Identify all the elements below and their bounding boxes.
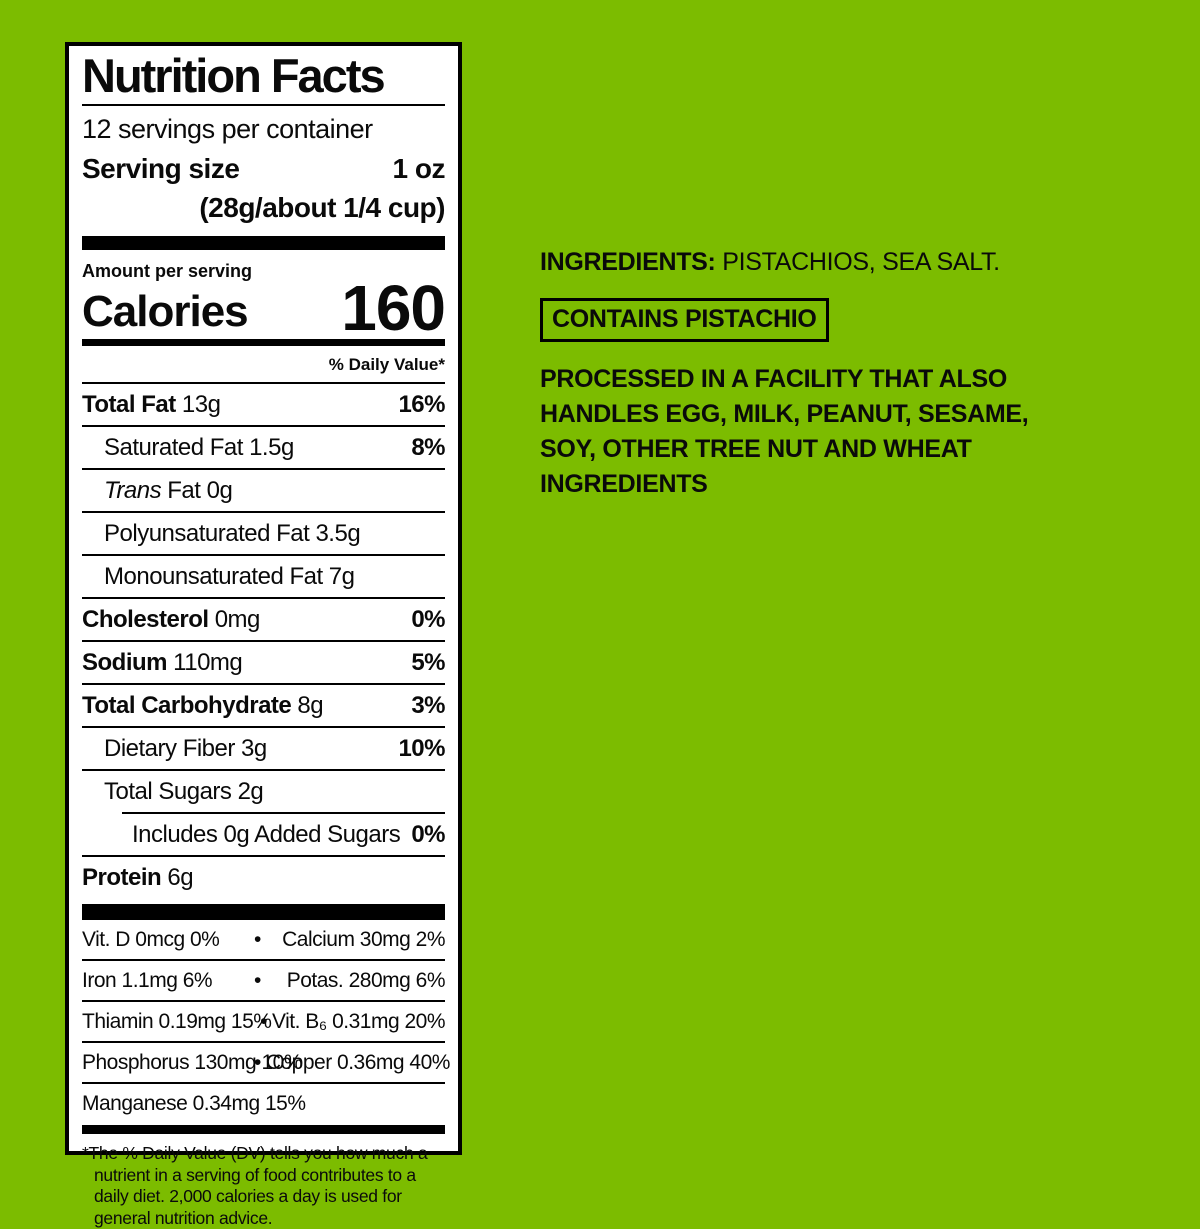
vitamin-row-phosphorus-copper: Phosphorus 130mg 10% • Copper 0.36mg 40% bbox=[82, 1043, 450, 1085]
medium-divider-footnote bbox=[82, 1125, 445, 1135]
vitamin-row-iron-potassium: Iron 1.1mg 6% • Potas. 280mg 6% bbox=[82, 961, 446, 1003]
package-background: { "colors": { "background": "#7cbc00", "… bbox=[65, 42, 1055, 1228]
serving-size-detail: (28g/about 1/4 cup) bbox=[199, 191, 445, 223]
contains-pistachio-badge: CONTAINS PISTACHIO bbox=[540, 298, 829, 342]
nutrient-row-trans-fat: Trans Fat 0g bbox=[82, 470, 445, 514]
vitamin-row-manganese: Manganese 0.34mg 15% bbox=[82, 1092, 306, 1116]
dv-added-sugars: 0% bbox=[411, 821, 445, 849]
indented-divider-added-sugars bbox=[122, 812, 445, 815]
calories-label: Calories bbox=[82, 287, 249, 337]
bullet-separator: • bbox=[253, 928, 261, 952]
dv-cholesterol: 0% bbox=[411, 606, 445, 634]
daily-value-footnote: *The % Daily Value (DV) tells you how mu… bbox=[82, 1143, 428, 1228]
serving-size-value: 1 oz bbox=[392, 152, 446, 184]
calories-value: 160 bbox=[341, 271, 446, 344]
medium-divider-calories bbox=[82, 339, 445, 347]
ingredients-line: INGREDIENTS: PISTACHIOS, SEA SALT. bbox=[540, 248, 1055, 277]
dv-saturated-fat: 8% bbox=[411, 434, 445, 462]
nutrient-row-polyunsaturated-fat: Polyunsaturated Fat 3.5g bbox=[82, 513, 445, 557]
dv-sodium: 5% bbox=[411, 649, 445, 677]
calories-row: Calories 160 bbox=[82, 271, 446, 344]
amount-per-serving-label: Amount per serving bbox=[82, 260, 253, 281]
bullet-separator: • bbox=[253, 969, 261, 993]
nutrition-facts-label: Nutrition Facts 12 servings per containe… bbox=[65, 42, 462, 1228]
vitamin-row-thiamin-b6: Thiamin 0.19mg 15% • Vit. B₆ 0.31mg 20% bbox=[82, 1002, 446, 1044]
thick-divider-top bbox=[82, 235, 445, 250]
nutrient-row-protein: Protein 6g bbox=[82, 864, 194, 892]
nutrient-row-monounsaturated-fat: Monounsaturated Fat 7g bbox=[82, 556, 445, 600]
dv-total-fat: 16% bbox=[398, 391, 445, 419]
thick-divider-vitamins bbox=[82, 904, 445, 921]
ingredients-value: PISTACHIOS, SEA SALT. bbox=[715, 248, 1000, 276]
serving-size-row: Serving size 1 oz bbox=[82, 152, 446, 185]
servings-per-container: 12 servings per container bbox=[82, 113, 373, 144]
bullet-separator: • bbox=[260, 1010, 267, 1034]
nutrient-row-total-carbohydrate: Total Carbohydrate 8g 3% bbox=[82, 685, 445, 729]
ingredients-label: INGREDIENTS: bbox=[540, 248, 716, 276]
ingredients-panel: INGREDIENTS: PISTACHIOS, SEA SALT. CONTA… bbox=[540, 248, 1055, 502]
vitamin-row-vitd-calcium: Vit. D 0mcg 0% • Calcium 30mg 2% bbox=[82, 920, 446, 962]
nutrition-facts-title: Nutrition Facts bbox=[82, 51, 445, 106]
nutrient-row-added-sugars: Includes 0g Added Sugars 0% bbox=[82, 814, 445, 858]
nutrient-row-saturated-fat: Saturated Fat 1.5g 8% bbox=[82, 427, 445, 471]
bullet-separator: • bbox=[253, 1051, 261, 1075]
daily-value-header: % Daily Value* bbox=[82, 346, 445, 385]
nutrient-row-cholesterol: Cholesterol 0mg 0% bbox=[82, 599, 445, 643]
dv-dietary-fiber: 10% bbox=[398, 735, 445, 763]
nutrient-row-total-sugars: Total Sugars 2g bbox=[104, 778, 264, 806]
allergen-statement: PROCESSED IN A FACILITY THAT ALSO HANDLE… bbox=[540, 365, 1029, 498]
serving-size-label: Serving size bbox=[82, 152, 240, 184]
nutrient-row-total-fat: Total Fat 13g 16% bbox=[82, 384, 445, 428]
nutrient-row-dietary-fiber: Dietary Fiber 3g 10% bbox=[82, 728, 445, 772]
nutrient-row-sodium: Sodium 110mg 5% bbox=[82, 642, 445, 686]
dv-total-carbohydrate: 3% bbox=[411, 692, 445, 720]
